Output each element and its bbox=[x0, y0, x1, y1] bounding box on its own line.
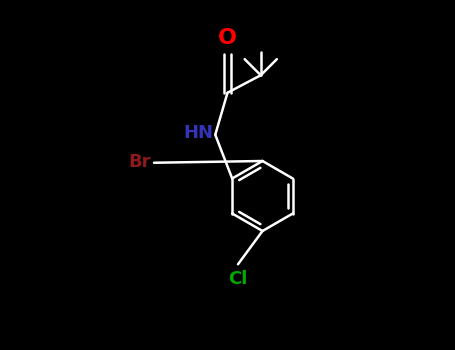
Text: Cl: Cl bbox=[228, 270, 248, 287]
Text: HN: HN bbox=[183, 124, 213, 142]
Text: O: O bbox=[218, 28, 237, 48]
Text: Br: Br bbox=[129, 153, 151, 171]
